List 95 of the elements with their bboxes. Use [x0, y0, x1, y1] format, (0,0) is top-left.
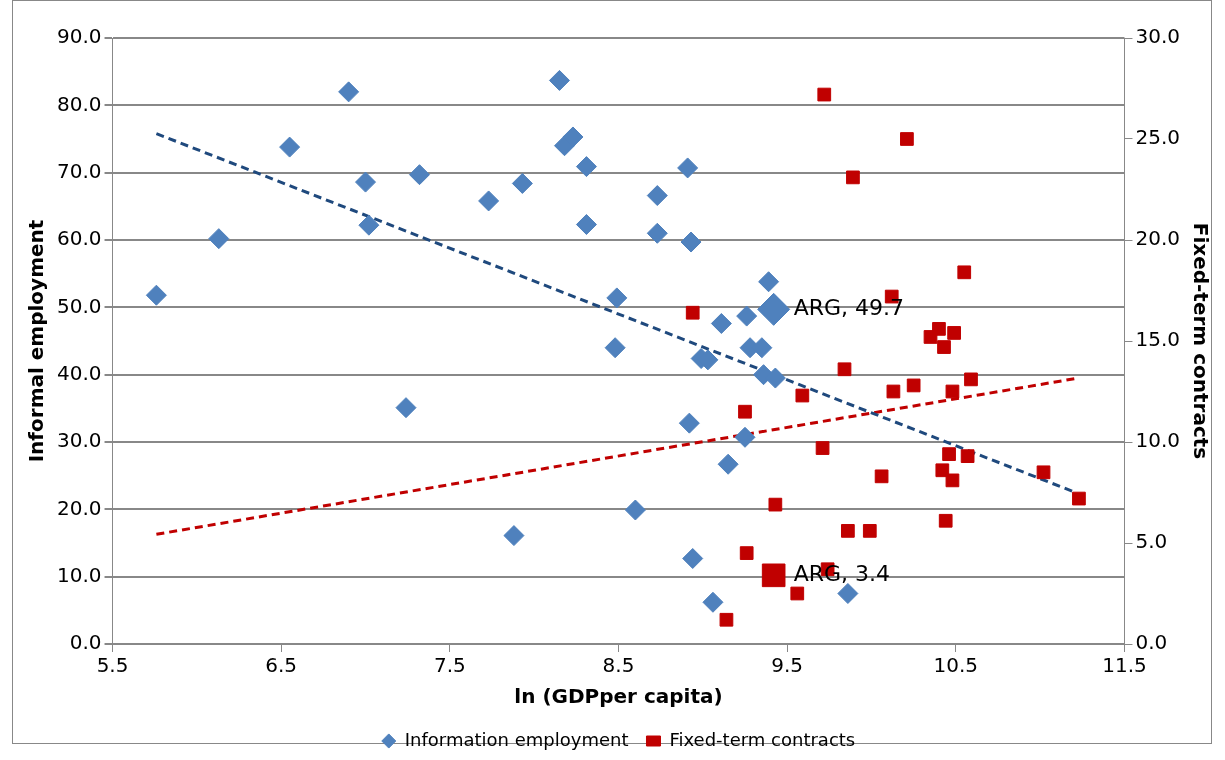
point	[932, 322, 946, 336]
point	[945, 473, 960, 488]
point	[408, 164, 430, 186]
point	[562, 126, 584, 148]
point	[738, 404, 752, 419]
point	[758, 271, 780, 293]
y2-tick-label: 25.0	[1135, 125, 1180, 150]
data-label: ARG, 49.7	[793, 295, 905, 321]
point	[646, 185, 668, 207]
point	[702, 591, 724, 613]
y-tick-label: 80.0	[57, 91, 102, 116]
point	[736, 305, 758, 327]
point	[945, 384, 960, 399]
point	[964, 372, 978, 387]
point	[680, 231, 702, 253]
data-label: ARG, 3.4	[793, 561, 891, 587]
x-tick-label: 9.5	[771, 653, 804, 678]
x-tick-label: 11.5	[1102, 653, 1147, 678]
point	[938, 513, 953, 528]
point	[678, 412, 700, 434]
point	[710, 312, 732, 334]
point	[1072, 491, 1086, 506]
point	[338, 81, 360, 103]
y-tick-label: 10.0	[57, 562, 102, 587]
x-tick-label: 8.5	[602, 653, 635, 678]
point	[575, 156, 597, 178]
point	[815, 441, 830, 455]
point	[717, 453, 739, 475]
y2-axis-title: Fixed-term contracts	[1188, 222, 1213, 460]
point	[279, 136, 301, 158]
y-tick-label: 60.0	[57, 226, 102, 251]
point	[624, 499, 646, 521]
point	[837, 362, 852, 377]
point	[503, 525, 525, 547]
point	[900, 132, 914, 146]
point	[734, 426, 756, 448]
point	[719, 612, 734, 627]
legend-label: Information employment	[404, 728, 629, 750]
point	[906, 378, 921, 393]
point	[942, 447, 956, 461]
y-tick-label: 0.0	[69, 630, 102, 655]
x-tick-label: 6.5	[265, 653, 298, 678]
point	[685, 305, 700, 320]
y-tick-label: 90.0	[57, 24, 102, 49]
point	[208, 228, 230, 250]
x-tick-label: 7.5	[433, 653, 466, 678]
point	[768, 497, 783, 512]
point	[862, 524, 877, 538]
point	[937, 340, 951, 354]
point	[764, 367, 786, 389]
point	[795, 388, 810, 403]
point	[935, 463, 950, 478]
point	[837, 583, 859, 604]
point	[947, 326, 961, 340]
y-tick-label: 40.0	[57, 360, 102, 385]
point	[841, 524, 855, 538]
x-tick-label: 10.5	[933, 653, 979, 678]
y2-tick-label: 15.0	[1135, 327, 1180, 352]
legend-label: Fixed-term contracts	[669, 728, 856, 750]
point	[757, 292, 791, 326]
point	[886, 384, 901, 399]
point	[960, 449, 975, 463]
y2-tick-label: 30.0	[1135, 24, 1180, 49]
point	[606, 287, 628, 309]
y2-tick-label: 5.0	[1135, 529, 1168, 554]
point	[646, 222, 668, 244]
point	[682, 547, 704, 569]
point	[548, 69, 570, 91]
x-axis-title: ln (GDPper capita)	[514, 684, 723, 709]
point	[478, 190, 500, 212]
point	[677, 157, 699, 179]
y-axis-title: Informal employment	[24, 219, 49, 463]
point	[817, 87, 832, 102]
point	[395, 397, 417, 419]
point	[874, 469, 889, 484]
y-tick-label: 70.0	[57, 158, 102, 183]
point	[790, 586, 805, 601]
point	[739, 546, 754, 560]
point	[355, 171, 377, 193]
y-tick-label: 50.0	[57, 293, 102, 318]
point	[575, 214, 597, 236]
point	[604, 337, 626, 359]
point	[761, 563, 786, 588]
point	[957, 265, 972, 280]
y-tick-label: 20.0	[57, 495, 102, 520]
point	[358, 214, 380, 236]
y2-tick-label: 20.0	[1135, 226, 1180, 251]
y2-tick-label: 0.0	[1135, 630, 1168, 655]
point	[1036, 465, 1051, 480]
point	[511, 172, 533, 194]
y-tick-label: 30.0	[57, 428, 102, 453]
x-tick-label: 5.5	[96, 653, 129, 678]
point	[846, 170, 860, 185]
y2-tick-label: 10.0	[1135, 428, 1180, 453]
point	[145, 284, 167, 306]
